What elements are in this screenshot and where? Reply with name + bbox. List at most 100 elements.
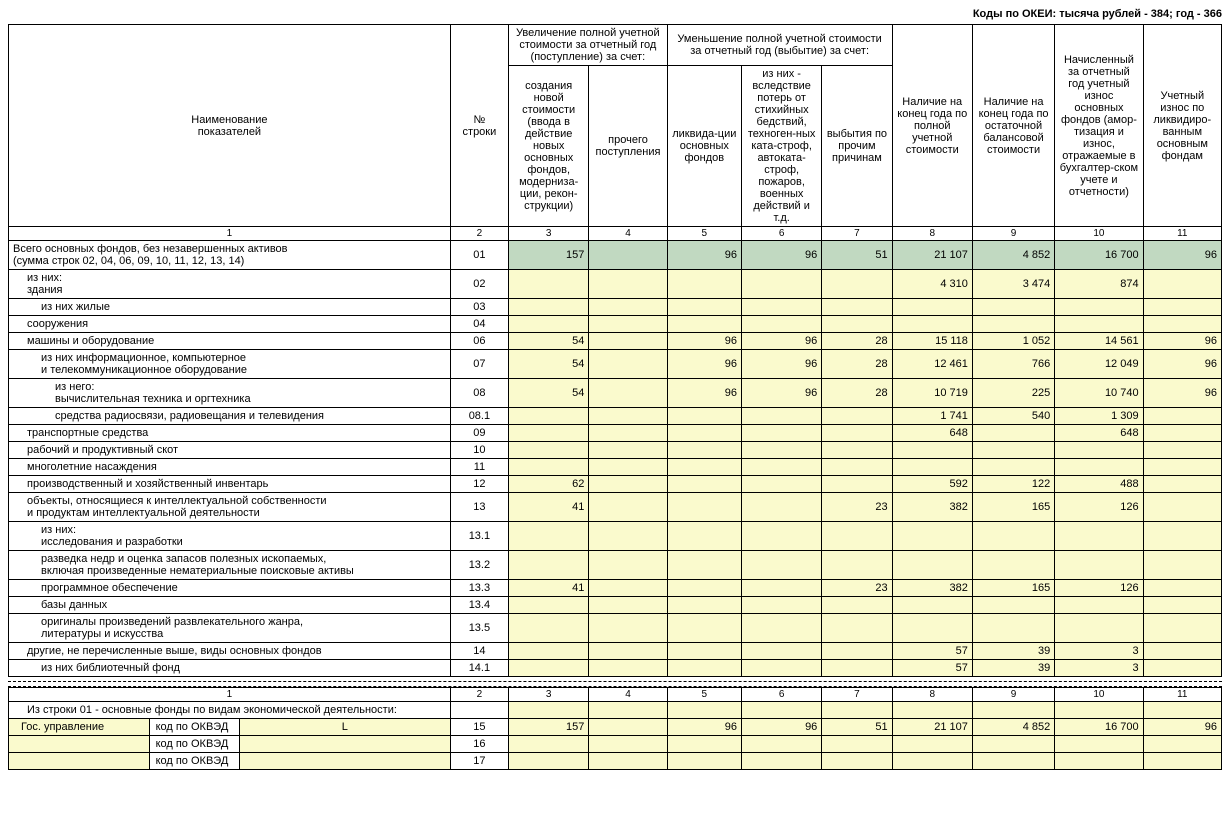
- data-cell: [1143, 493, 1221, 522]
- data-cell: 57: [892, 660, 972, 677]
- data-cell: [972, 736, 1054, 753]
- data-cell: [741, 597, 821, 614]
- data-cell: [741, 551, 821, 580]
- row-label: из них информационное, компьютерное и те…: [9, 350, 451, 379]
- table-row: объекты, относящиеся к интеллектуальной …: [9, 493, 1222, 522]
- data-cell: 96: [667, 719, 741, 736]
- row-code: 13.5: [450, 614, 508, 643]
- data-cell: [589, 442, 667, 459]
- s2-colnum-5: 5: [667, 688, 741, 702]
- s2-colnum-6: 6: [741, 688, 821, 702]
- data-cell: [667, 614, 741, 643]
- row-label: из них: исследования и разработки: [9, 522, 451, 551]
- table-row: сооружения04: [9, 316, 1222, 333]
- header-col4: прочего поступления: [589, 66, 667, 227]
- data-cell: [509, 660, 589, 677]
- data-cell: [1055, 522, 1143, 551]
- data-cell: [741, 753, 821, 770]
- table-row: базы данных13.4: [9, 597, 1222, 614]
- row-code: 13: [450, 493, 508, 522]
- data-cell: [822, 270, 892, 299]
- data-cell: [1143, 476, 1221, 493]
- data-cell: [509, 614, 589, 643]
- data-cell: [892, 299, 972, 316]
- header-col9: Наличие на конец года по остаточной бала…: [972, 25, 1054, 227]
- data-cell: [509, 643, 589, 660]
- data-cell: 96: [741, 379, 821, 408]
- header-increase: Увеличение полной учетной стоимости за о…: [509, 25, 668, 66]
- table-row: код по ОКВЭД16: [9, 736, 1222, 753]
- data-cell: [589, 476, 667, 493]
- data-cell: [741, 442, 821, 459]
- data-cell: [1143, 551, 1221, 580]
- data-cell: [589, 551, 667, 580]
- data-cell: 21 107: [892, 719, 972, 736]
- data-cell: 41: [509, 580, 589, 597]
- data-cell: [589, 241, 667, 270]
- data-cell: [892, 597, 972, 614]
- data-cell: [822, 299, 892, 316]
- data-cell: [1143, 643, 1221, 660]
- table-row: многолетние насаждения11: [9, 459, 1222, 476]
- row-code: 13.4: [450, 597, 508, 614]
- okved-code: [239, 736, 450, 753]
- data-cell: [667, 643, 741, 660]
- section2-title: Из строки 01 - основные фонды по видам э…: [9, 702, 451, 719]
- data-cell: [1143, 522, 1221, 551]
- data-cell: [667, 299, 741, 316]
- s2-colnum-7: 7: [822, 688, 892, 702]
- data-cell: [509, 408, 589, 425]
- row-label: программное обеспечение: [9, 580, 451, 597]
- table-row: из них: здания024 3103 474874: [9, 270, 1222, 299]
- data-cell: [822, 459, 892, 476]
- data-cell: 157: [509, 241, 589, 270]
- data-cell: [589, 493, 667, 522]
- data-cell: 648: [892, 425, 972, 442]
- colnum-7: 7: [822, 227, 892, 241]
- data-cell: 54: [509, 379, 589, 408]
- data-cell: [741, 493, 821, 522]
- row-label: из него: вычислительная техника и оргтех…: [9, 379, 451, 408]
- data-cell: [892, 522, 972, 551]
- data-cell: [509, 270, 589, 299]
- data-cell: [509, 753, 589, 770]
- s2-colnum-10: 10: [1055, 688, 1143, 702]
- data-cell: 3 474: [972, 270, 1054, 299]
- data-cell: [667, 551, 741, 580]
- row-code: 11: [450, 459, 508, 476]
- row-label: из них библиотечный фонд: [9, 660, 451, 677]
- data-cell: [1143, 736, 1221, 753]
- data-cell: 3: [1055, 660, 1143, 677]
- data-cell: [892, 614, 972, 643]
- header-col7: выбытия по прочим причинам: [822, 66, 892, 227]
- data-cell: [972, 551, 1054, 580]
- data-cell: 540: [972, 408, 1054, 425]
- data-cell: [667, 753, 741, 770]
- data-cell: [589, 719, 667, 736]
- data-cell: 165: [972, 580, 1054, 597]
- row-label: машины и оборудование: [9, 333, 451, 350]
- table-row: из него: вычислительная техника и оргтех…: [9, 379, 1222, 408]
- row-label: базы данных: [9, 597, 451, 614]
- data-cell: 15 118: [892, 333, 972, 350]
- table-row: разведка недр и оценка запасов полезных …: [9, 551, 1222, 580]
- data-cell: [822, 316, 892, 333]
- data-cell: [1143, 270, 1221, 299]
- data-cell: 57: [892, 643, 972, 660]
- data-cell: [741, 459, 821, 476]
- data-cell: [589, 316, 667, 333]
- data-cell: [667, 425, 741, 442]
- row-label: рабочий и продуктивный скот: [9, 442, 451, 459]
- header-col5: ликвида-ции основных фондов: [667, 66, 741, 227]
- data-cell: 3: [1055, 643, 1143, 660]
- table-row: из них библиотечный фонд14.157393: [9, 660, 1222, 677]
- colnum-9: 9: [972, 227, 1054, 241]
- row-code: 17: [450, 753, 508, 770]
- table-row: рабочий и продуктивный скот10: [9, 442, 1222, 459]
- data-cell: [1055, 316, 1143, 333]
- row-code: 08.1: [450, 408, 508, 425]
- data-cell: [1143, 442, 1221, 459]
- data-cell: 51: [822, 719, 892, 736]
- data-cell: 648: [1055, 425, 1143, 442]
- data-cell: 10 719: [892, 379, 972, 408]
